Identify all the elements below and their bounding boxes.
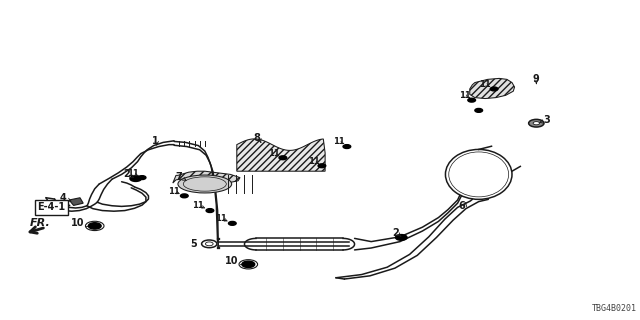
Text: 3: 3: [544, 115, 550, 125]
Circle shape: [202, 240, 217, 248]
Circle shape: [228, 221, 236, 225]
Text: 11: 11: [459, 91, 470, 100]
Text: E-4-1: E-4-1: [37, 202, 65, 212]
Text: 11: 11: [193, 201, 204, 210]
Text: 11: 11: [479, 80, 491, 89]
Text: 11: 11: [333, 137, 345, 146]
Circle shape: [490, 87, 498, 91]
Text: 11: 11: [268, 149, 280, 158]
Text: 8: 8: [254, 133, 260, 143]
Text: 2: 2: [392, 228, 399, 238]
Text: 1: 1: [152, 136, 158, 146]
Text: 11: 11: [127, 169, 139, 178]
Circle shape: [343, 145, 351, 148]
Text: FR.: FR.: [29, 218, 50, 228]
Ellipse shape: [445, 149, 512, 199]
Circle shape: [205, 242, 213, 246]
Circle shape: [475, 108, 483, 112]
Ellipse shape: [178, 175, 232, 193]
Circle shape: [130, 176, 141, 181]
Text: 7: 7: [176, 172, 182, 182]
Circle shape: [279, 156, 287, 160]
Polygon shape: [69, 198, 83, 205]
Circle shape: [138, 176, 146, 180]
Text: 10: 10: [71, 218, 84, 228]
Ellipse shape: [449, 152, 509, 197]
Circle shape: [468, 98, 476, 102]
Polygon shape: [173, 171, 240, 183]
Text: 11: 11: [308, 157, 319, 166]
Text: 9: 9: [533, 74, 540, 84]
Text: 10: 10: [225, 256, 238, 267]
Text: TBG4B0201: TBG4B0201: [592, 304, 637, 313]
Text: 11: 11: [168, 187, 180, 196]
Circle shape: [318, 164, 326, 168]
Circle shape: [529, 119, 544, 127]
Circle shape: [88, 223, 101, 229]
Ellipse shape: [183, 177, 227, 191]
Circle shape: [533, 122, 540, 125]
Text: 6: 6: [459, 201, 465, 212]
Polygon shape: [470, 78, 515, 99]
Circle shape: [180, 194, 188, 198]
Text: 5: 5: [190, 239, 197, 249]
Text: 4: 4: [60, 193, 67, 203]
Text: 11: 11: [215, 214, 227, 223]
Circle shape: [396, 235, 407, 240]
Polygon shape: [237, 139, 325, 171]
Text: 2: 2: [124, 169, 130, 180]
Circle shape: [206, 209, 214, 212]
Circle shape: [242, 261, 255, 268]
